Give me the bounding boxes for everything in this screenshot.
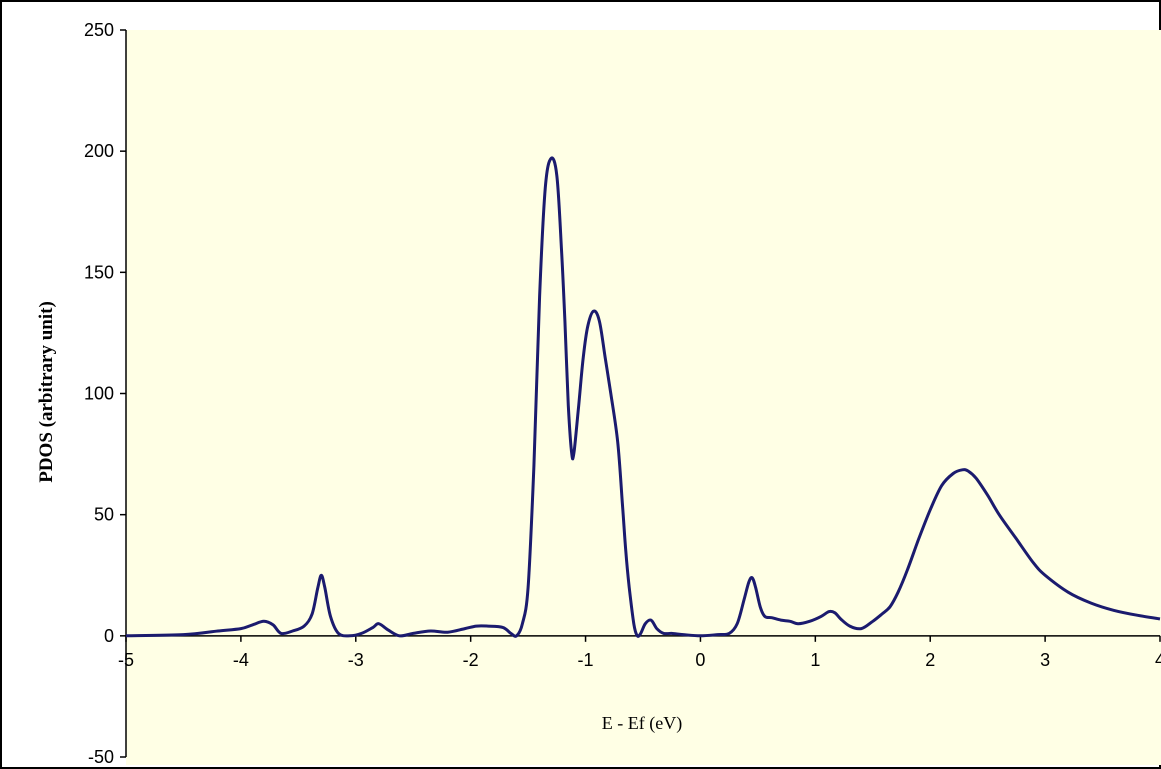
- y-tick-label: 0: [104, 626, 114, 646]
- x-tick-label: 3: [1040, 650, 1050, 670]
- x-tick-label: -5: [118, 650, 134, 670]
- y-tick-label: 100: [84, 384, 114, 404]
- y-tick-label: 50: [94, 505, 114, 525]
- pdos-series-line: [125, 156, 1161, 638]
- x-tick-label: -3: [348, 650, 364, 670]
- y-tick-label: 200: [84, 141, 114, 161]
- tick-labels: -50 0 50 100 150 200 250 -5 -4 -3 -2 -1 0 1 2 3 4: [84, 20, 1161, 767]
- y-axis-label: PDOS (arbitrary unit): [36, 301, 57, 483]
- y-tick-label: -50: [88, 747, 114, 767]
- axes: [120, 29, 1161, 758]
- x-tick-label: 4: [1155, 650, 1161, 670]
- series-group: [125, 156, 1161, 638]
- x-tick-label: -1: [578, 650, 594, 670]
- x-tick-label: 1: [810, 650, 820, 670]
- y-tick-label: 250: [84, 20, 114, 40]
- x-axis-label: E - Ef (eV): [602, 713, 682, 734]
- x-tick-label: -2: [463, 650, 479, 670]
- x-tick-label: 2: [925, 650, 935, 670]
- x-tick-label: -4: [233, 650, 249, 670]
- y-tick-label: 150: [84, 262, 114, 282]
- x-tick-label: 0: [695, 650, 705, 670]
- plot-area: [126, 30, 1161, 765]
